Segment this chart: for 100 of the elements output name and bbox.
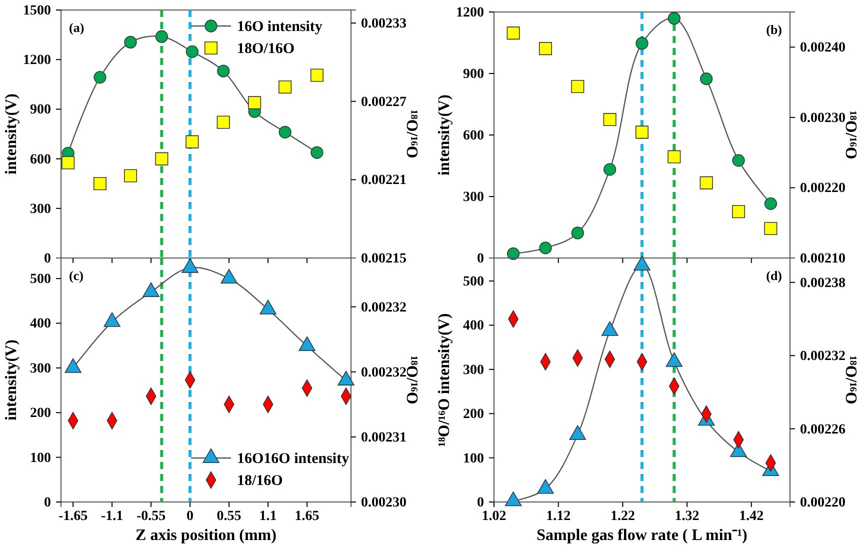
point: [93, 177, 107, 190]
x-tick-label: 1.22: [610, 508, 635, 524]
point: [636, 37, 648, 50]
y-tick-label: 900: [463, 66, 484, 82]
y-tick-label: 100: [463, 451, 484, 466]
x-tick-label: -1.1: [100, 508, 124, 524]
y2-tick-label: 0.00221: [361, 173, 406, 188]
legend-label: 18O/16O: [237, 41, 295, 57]
y-axis-title: intensity(V): [436, 94, 453, 176]
point: [217, 64, 230, 78]
y2-tick-label: 0.00226: [800, 422, 846, 438]
y-tick-label: 200: [463, 407, 484, 422]
point: [634, 256, 650, 271]
y-tick-label: 0: [44, 495, 51, 510]
y2-tick-label: 0.00232: [800, 349, 846, 364]
y-tick-label: 900: [30, 102, 51, 118]
point: [278, 126, 292, 138]
x-tick-label: -1.65: [58, 508, 88, 524]
y-tick-label: 600: [30, 152, 51, 168]
x-axis-title: Sample gas flow rate ( L min⁻¹): [536, 527, 748, 544]
y2-tick-label: 0.00232: [361, 300, 406, 316]
y-tick-label: 1500: [23, 3, 51, 18]
x-tick-label: 0: [186, 508, 194, 524]
y2-tick-label: 0.00240: [800, 40, 846, 56]
y-tick-label: 300: [463, 190, 484, 205]
point: [94, 70, 106, 84]
y-tick-label: 300: [463, 362, 484, 378]
point: [506, 26, 520, 40]
annotation: (d): [766, 268, 782, 283]
x-tick-label: 1.42: [739, 508, 764, 524]
annotation: (b): [766, 22, 782, 37]
point: [124, 36, 137, 49]
legend-label: 16O intensity: [237, 19, 323, 35]
point: [62, 156, 75, 170]
point: [310, 146, 324, 159]
y2-tick-label: 0.00210: [800, 251, 846, 266]
x-tick-label: 1.65: [294, 508, 320, 524]
point: [700, 72, 713, 86]
y-tick-label: 400: [30, 316, 51, 332]
y-tick-label: 0: [477, 251, 484, 266]
y-tick-label: 0: [477, 495, 484, 510]
x-tick-label: 1.12: [546, 508, 571, 524]
y2-tick-label: 0.00233: [361, 16, 406, 32]
y2-tick-label: 0.00231: [361, 430, 406, 446]
point: [732, 205, 746, 218]
point: [764, 197, 778, 210]
y2-tick-label: 0.00215: [361, 251, 406, 266]
point: [700, 176, 713, 190]
point: [278, 80, 292, 94]
point: [155, 30, 168, 43]
point: [310, 68, 324, 82]
point: [539, 242, 552, 254]
point: [732, 154, 745, 167]
point: [603, 113, 616, 126]
point: [538, 42, 552, 56]
legend-label: 18/16O: [237, 473, 283, 489]
y2-tick-label: 0.00220: [800, 181, 846, 196]
point: [186, 135, 199, 148]
x-axis-title: Z axis position (mm): [136, 527, 276, 544]
x-tick-label: 1.1: [259, 508, 277, 524]
point: [571, 80, 584, 94]
point: [764, 222, 778, 236]
y-tick-label: 100: [30, 450, 51, 466]
point: [506, 247, 520, 260]
y2-tick-label: 0.00227: [361, 94, 406, 110]
x-tick-label: 1.32: [674, 508, 700, 524]
point: [124, 169, 138, 182]
point: [537, 479, 554, 494]
point: [216, 116, 230, 129]
point: [504, 492, 522, 506]
x-tick-label: 1.02: [482, 508, 506, 524]
point: [668, 12, 680, 25]
y2-axis-title: ¹⁸O/¹⁶O: [403, 110, 420, 158]
point: [155, 152, 168, 166]
annotation: (c): [69, 268, 84, 283]
y-tick-label: 300: [30, 202, 51, 217]
y-tick-label: 500: [463, 274, 484, 290]
point: [571, 226, 584, 240]
y-axis-title: intensity(V): [3, 340, 20, 420]
x-tick-label: 0.55: [216, 508, 242, 524]
point: [569, 425, 586, 440]
y-tick-label: 200: [30, 406, 51, 422]
point: [666, 352, 683, 367]
point: [248, 96, 262, 110]
point: [668, 150, 681, 164]
y-tick-label: 500: [30, 272, 51, 288]
y2-tick-label: 0.00220: [800, 495, 846, 510]
y-tick-label: 600: [463, 128, 484, 144]
point: [604, 163, 616, 176]
y-tick-label: 400: [463, 318, 484, 334]
y-tick-label: 1200: [456, 5, 484, 20]
y-axis-title: intensity(V): [3, 94, 20, 174]
y2-tick-label: 0.00230: [361, 495, 406, 510]
x-tick-label: -0.55: [136, 508, 166, 524]
y-axis-title: ¹⁸O/¹⁶O intensity(V): [436, 313, 453, 447]
point: [186, 45, 198, 58]
point: [601, 321, 618, 336]
annotation: (a): [69, 20, 84, 35]
point: [635, 126, 649, 139]
y2-tick-label: 0.00238: [800, 276, 846, 291]
